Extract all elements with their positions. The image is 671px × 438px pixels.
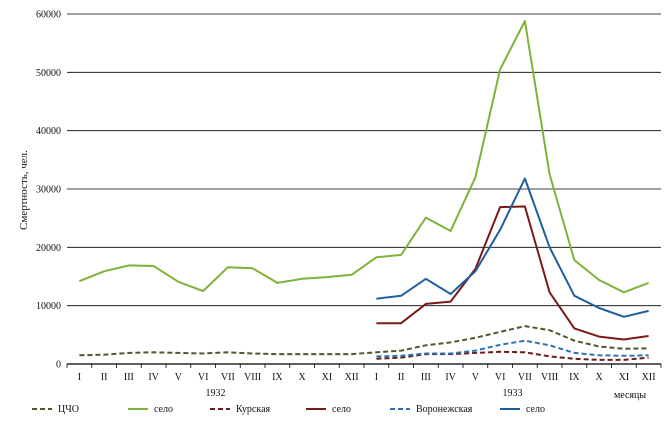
x-tick-label: XI xyxy=(619,372,630,383)
y-axis: 0 10000 20000 30000 40000 50000 60000 xyxy=(36,10,61,371)
y-tick-label: 10000 xyxy=(36,301,61,312)
y-axis-title: Смертность, чел. xyxy=(18,150,30,230)
x-tick-label: XII xyxy=(345,372,359,383)
legend: ЦЧО село Курская село Воронежская село xyxy=(32,404,545,415)
x-tick-label: VII xyxy=(221,372,235,383)
legend-label: Воронежская xyxy=(416,404,473,415)
series-line xyxy=(376,177,649,318)
x-tick-label: X xyxy=(596,372,604,383)
series-line xyxy=(376,350,649,361)
y-tick-label: 60000 xyxy=(36,10,61,21)
legend-label: ЦЧО xyxy=(58,404,79,415)
legend-label: село xyxy=(332,404,351,415)
x-tick-label: VI xyxy=(495,372,506,383)
legend-label: село xyxy=(154,404,173,415)
series-line xyxy=(79,20,649,294)
y-tick-label: 0 xyxy=(56,360,61,371)
y-tick-label: 40000 xyxy=(36,126,61,137)
series-line xyxy=(376,339,649,358)
x-tick-label: II xyxy=(101,372,108,383)
year-label: 1932 xyxy=(206,388,226,399)
x-tick-label: V xyxy=(472,372,480,383)
legend-label: село xyxy=(526,404,545,415)
x-tick-label: V xyxy=(175,372,183,383)
x-tick-label: VII xyxy=(518,372,532,383)
x-tick-label: IV xyxy=(445,372,456,383)
grid-lines xyxy=(67,13,661,365)
x-tick-label: III xyxy=(421,372,431,383)
x-tick-label: IV xyxy=(148,372,159,383)
legend-label: Курская xyxy=(236,404,271,415)
series-line xyxy=(376,205,649,341)
x-tick-label: III xyxy=(124,372,134,383)
x-tick-label: IX xyxy=(272,372,283,383)
x-tick-label: XI xyxy=(322,372,333,383)
x-tick-label: VI xyxy=(198,372,209,383)
x-tick-label: XII xyxy=(642,372,656,383)
x-tick-label: VIII xyxy=(541,372,558,383)
series-lines xyxy=(79,20,649,361)
x-axis-title: месяцы xyxy=(614,390,646,401)
x-tick-label: VIII xyxy=(244,372,261,383)
x-tick-label: I xyxy=(375,372,378,383)
year-label: 1933 xyxy=(503,388,523,399)
x-axis: I II III IV V VI VII VIII IX X XI XII I II III IV V VI VII… xyxy=(66,364,662,399)
y-tick-label: 30000 xyxy=(36,185,61,196)
series-line xyxy=(79,325,649,357)
y-tick-label: 50000 xyxy=(36,68,61,79)
x-tick-label: X xyxy=(299,372,307,383)
x-tick-label: II xyxy=(398,372,405,383)
x-tick-label: I xyxy=(78,372,81,383)
y-tick-label: 20000 xyxy=(36,243,61,254)
x-tick-label: IX xyxy=(569,372,580,383)
